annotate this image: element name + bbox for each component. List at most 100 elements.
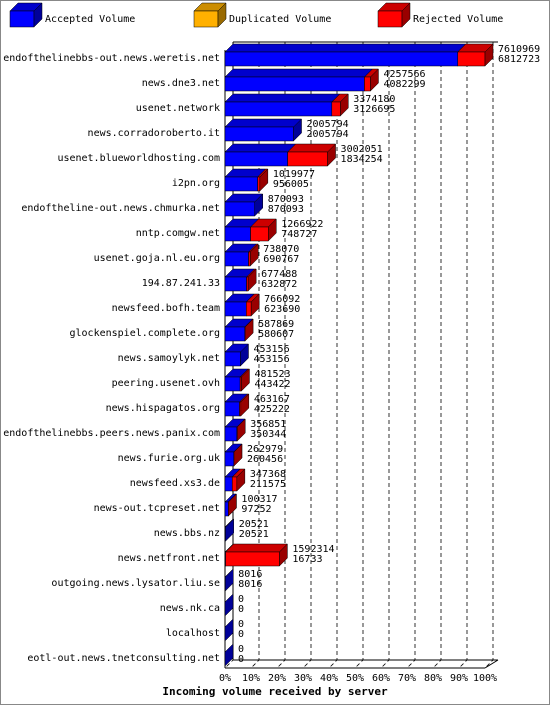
bar-top	[287, 143, 337, 153]
value-label: 211575	[250, 479, 286, 490]
bar	[224, 68, 374, 92]
bar-top	[224, 118, 303, 128]
value-label: 1592314	[292, 544, 334, 555]
value-label: 3374180	[353, 94, 395, 105]
bar-side	[401, 2, 411, 28]
bar-front	[231, 476, 238, 492]
y-tick-label: nntp.comgw.net	[136, 228, 220, 239]
value-label: 7610969	[498, 44, 540, 55]
bar-side	[279, 543, 288, 567]
y-tick-label: eotl-out.news.tnetconsulting.net	[27, 653, 220, 664]
y-tick-label: news.furie.org.uk	[118, 453, 220, 464]
grid-line	[458, 42, 468, 669]
bar-front	[331, 101, 341, 117]
bar-side	[249, 243, 259, 267]
bar-front	[224, 401, 240, 417]
bar-front	[224, 301, 247, 317]
bar	[257, 168, 269, 192]
bar-front	[224, 176, 258, 192]
bar	[224, 118, 303, 142]
bar	[224, 593, 234, 617]
bar-side	[370, 68, 379, 92]
value-label: 580607	[258, 329, 294, 340]
bar-side	[217, 2, 227, 28]
y-tick-label: usenet.blueworldhosting.com	[57, 153, 220, 164]
bar-front	[224, 426, 238, 442]
y-tick-label: news.hispagatos.org	[106, 403, 220, 414]
value-label: 0	[238, 629, 244, 640]
bar-front	[257, 176, 261, 192]
value-label: 3126695	[353, 104, 395, 115]
bar-side	[225, 518, 234, 542]
bar	[331, 93, 349, 117]
value-label: 690767	[263, 254, 299, 265]
y-tick-label: usenet.goja.nl.eu.org	[94, 253, 220, 264]
value-label: 453156	[253, 354, 289, 365]
x-axis-title: Incoming volume received by server	[162, 685, 388, 698]
y-tick-label: endoftheline-out.news.chmurka.net	[21, 203, 220, 214]
bar-side	[224, 643, 234, 667]
bar-front	[246, 301, 252, 317]
bar	[224, 568, 234, 592]
bar-side	[241, 368, 250, 392]
bar	[249, 218, 277, 242]
bar-front	[224, 326, 246, 342]
bar-front	[224, 51, 458, 67]
y-tick-label: i2pn.org	[172, 178, 220, 189]
value-label: 2005794	[307, 129, 349, 140]
x-tick-label: 30%	[294, 673, 312, 684]
bar	[224, 518, 235, 542]
value-label: 453156	[253, 344, 289, 355]
bar-side	[254, 193, 263, 217]
bar-top	[224, 93, 341, 103]
y-tick-label: endofthelinebbs-out.news.weretis.net	[3, 53, 220, 64]
value-label: 1834254	[341, 154, 383, 165]
bar	[224, 543, 288, 567]
grid-line	[432, 42, 442, 669]
bar	[238, 393, 250, 417]
y-tick-label: glockenspiel.complete.org	[69, 328, 220, 339]
value-label: 0	[238, 619, 244, 630]
value-label: 1019977	[273, 169, 315, 180]
y-tick-label: news.corradoroberto.it	[88, 128, 220, 139]
bar-top	[224, 143, 297, 153]
value-label: 587869	[258, 319, 294, 330]
bar	[224, 618, 234, 642]
bar-front	[224, 251, 249, 267]
y-tick-label: endofthelinebbs.peers.news.panix.com	[3, 428, 220, 439]
bar-side	[224, 593, 234, 617]
y-tick-label: 194.87.241.33	[142, 278, 220, 289]
value-label: 748727	[281, 229, 317, 240]
value-label: 260456	[247, 454, 283, 465]
y-tick-label: news-out.tcpreset.net	[94, 503, 220, 514]
bar-front	[250, 226, 269, 242]
x-tick-label: 0%	[219, 673, 231, 684]
x-tick-label: 70%	[398, 673, 416, 684]
value-label: 2005794	[307, 119, 349, 130]
bar	[227, 493, 238, 517]
bar-front	[224, 476, 233, 492]
bar-side	[236, 418, 246, 442]
value-label: 6812723	[498, 54, 540, 65]
grid-line	[328, 42, 338, 669]
bar	[244, 318, 254, 342]
grid-line	[354, 42, 364, 669]
bar-side	[327, 143, 336, 167]
grid-line	[380, 42, 390, 669]
value-label: 4257566	[383, 69, 425, 80]
bar-side	[340, 93, 349, 117]
bar-side	[228, 493, 237, 517]
value-label: 870093	[268, 204, 304, 215]
bar-front	[224, 276, 247, 292]
bar	[224, 343, 250, 367]
y-tick-label: news.nk.ca	[160, 603, 220, 614]
x-tick-label: 80%	[424, 673, 442, 684]
value-label: 356851	[250, 419, 286, 430]
x-tick-label: 50%	[346, 673, 364, 684]
bar-front	[224, 101, 333, 117]
y-tick-label: news.dne3.net	[142, 78, 220, 89]
value-label: 0	[238, 604, 244, 615]
bar-front	[224, 376, 241, 392]
value-label: 4082299	[383, 79, 425, 90]
